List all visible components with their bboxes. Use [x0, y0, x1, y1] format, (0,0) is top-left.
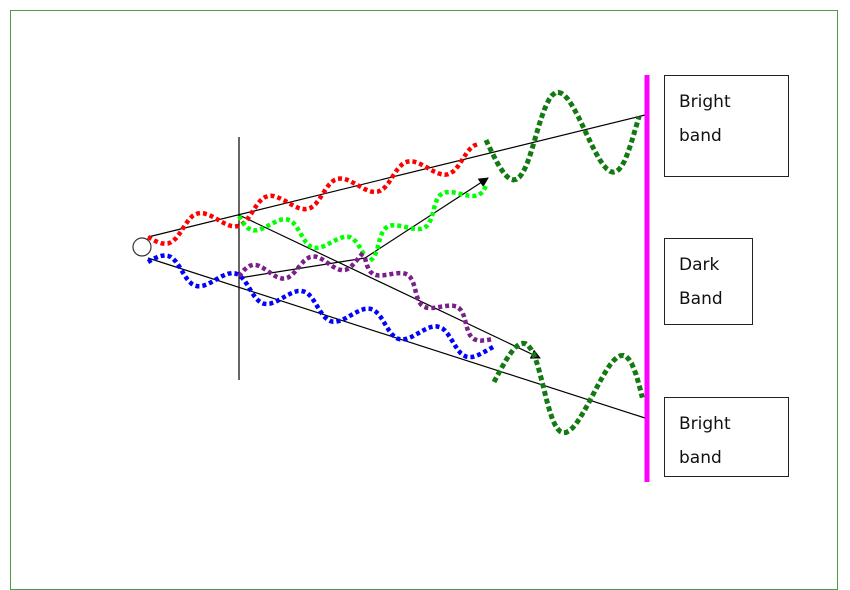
ray-slit-top-to-lower-arrow	[238, 214, 541, 359]
constructive-wave-bottom	[491, 340, 645, 436]
label-bottom-line1: Bright	[679, 414, 731, 434]
red-wave	[146, 142, 479, 246]
light-source-icon	[132, 237, 152, 257]
ray-source-to-top	[147, 114, 646, 238]
label-box-middle: Dark Band	[664, 238, 753, 325]
label-top-line1: Bright	[679, 92, 731, 112]
label-top-line2: band	[679, 126, 722, 146]
label-middle-line2: Band	[679, 289, 723, 309]
label-middle-line1: Dark	[679, 255, 720, 275]
blue-wave	[146, 253, 495, 360]
label-box-bottom: Bright band	[664, 397, 789, 477]
ray-source-to-bottom	[147, 257, 646, 419]
constructive-wave-top	[483, 89, 642, 183]
label-bottom-line2: band	[679, 448, 722, 468]
purple-wave	[237, 250, 493, 343]
double-slit-interference-diagram	[132, 75, 650, 482]
green-wave	[237, 183, 489, 263]
label-box-top: Bright band	[664, 75, 789, 177]
ray-slit-bottom-to-upper-arrow	[238, 257, 366, 279]
ray-crossing-to-upper-arrow	[364, 177, 489, 259]
